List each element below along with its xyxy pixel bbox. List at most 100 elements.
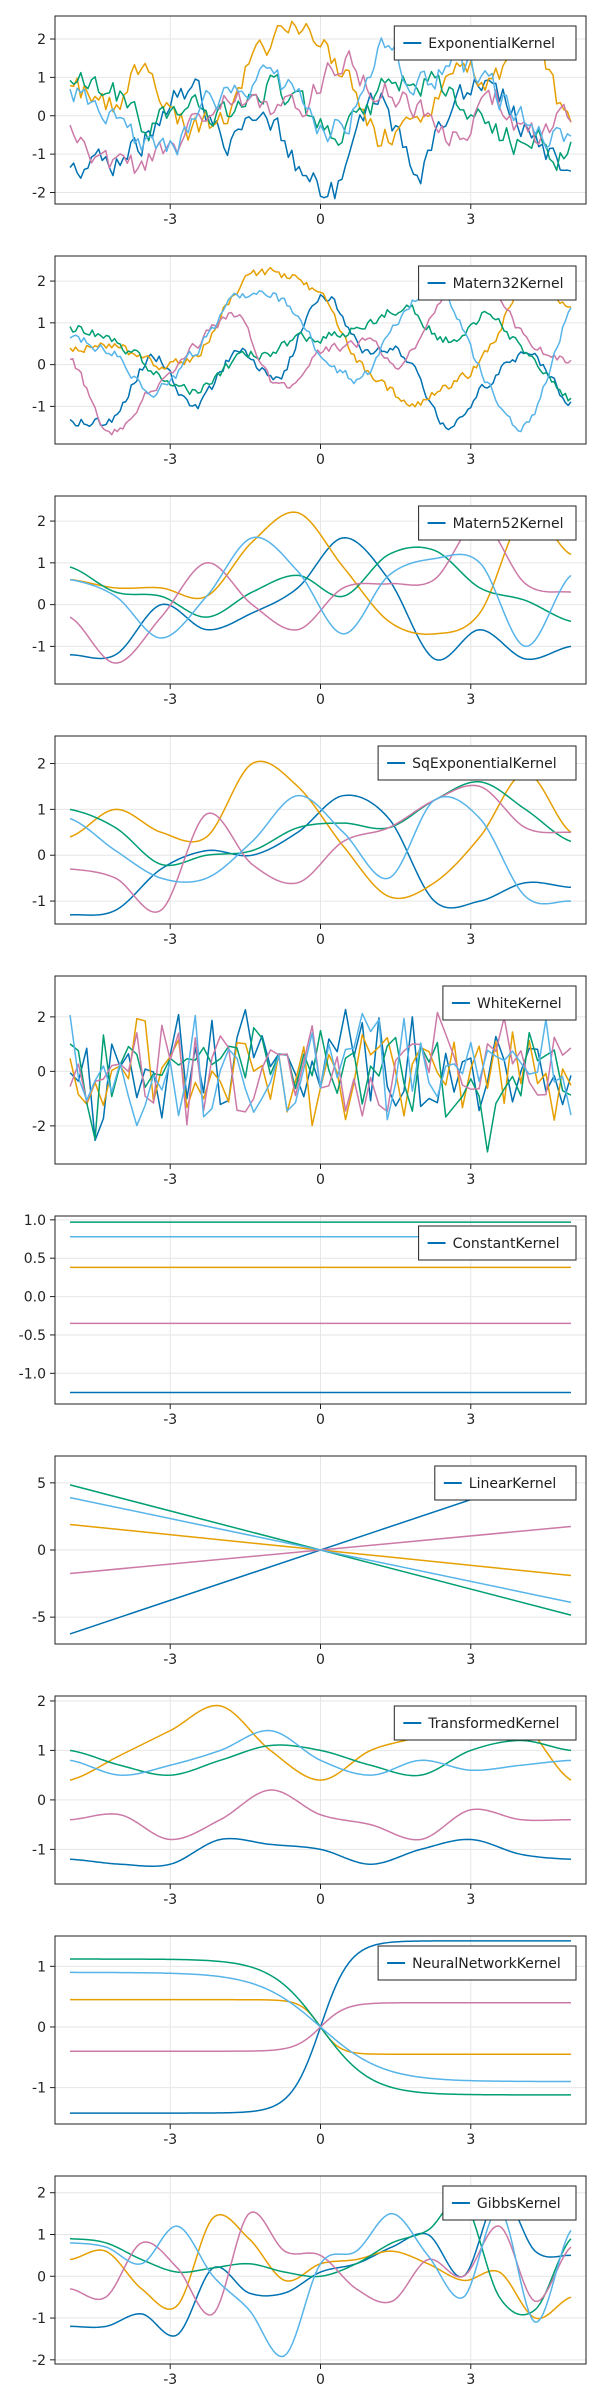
series-line: [69, 37, 572, 156]
y-tick-label: 1: [37, 2227, 46, 2243]
y-tick-label: 0: [37, 2020, 46, 2036]
y-tick-label: -1: [32, 2081, 46, 2097]
series-line: [69, 70, 572, 172]
x-tick-label: -3: [163, 1172, 177, 1188]
x-tick-label: 0: [316, 1172, 325, 1188]
y-tick-label: 2: [37, 1010, 46, 1026]
x-tick-label: 3: [466, 2372, 475, 2388]
x-tick-label: 0: [316, 2372, 325, 2388]
legend-label: NeuralNetworkKernel: [412, 1956, 561, 1972]
y-tick-label: 0: [37, 358, 46, 374]
x-tick-label: 3: [466, 1652, 475, 1668]
chart-panel: -3 0 3 -1.0 -0.5 0.0 0.5 1.0 ConstantKernel: [19, 1213, 587, 1428]
series-line: [70, 1971, 571, 2083]
x-tick-label: -3: [163, 2132, 177, 2148]
y-tick-label: 1.0: [24, 1213, 46, 1229]
series-line: [69, 1496, 572, 1604]
x-tick-label: 3: [466, 1412, 475, 1428]
y-tick-label: 2: [37, 757, 46, 773]
chart-panel: -3 0 3 -1 0 1 2 TransformedKernel: [32, 1694, 587, 1908]
x-tick-label: -3: [163, 1652, 177, 1668]
x-tick-label: 3: [466, 932, 475, 948]
x-tick-label: 3: [466, 692, 475, 708]
legend-label: Matern52Kernel: [453, 516, 564, 532]
y-tick-label: -0.5: [19, 1328, 46, 1344]
y-tick-label: -2: [32, 2353, 46, 2369]
y-tick-label: 2: [37, 274, 46, 290]
y-tick-label: -1: [32, 639, 46, 655]
y-tick-label: 5: [37, 1476, 46, 1492]
y-tick-label: 2: [37, 514, 46, 530]
y-tick-label: -2: [32, 1119, 46, 1135]
series-line: [69, 1026, 572, 1153]
series-line: [70, 537, 572, 661]
y-tick-label: 0: [37, 598, 46, 614]
series-line: [69, 1729, 572, 1776]
legend-label: ExponentialKernel: [428, 36, 555, 52]
series-line: [69, 1012, 572, 1127]
x-tick-label: 0: [316, 1892, 325, 1908]
y-tick-label: -1: [32, 399, 46, 415]
series-line: [69, 784, 571, 913]
y-tick-label: 1: [37, 316, 46, 332]
chart-panel: -3 0 3 -2 0 2 WhiteKernel: [32, 975, 587, 1188]
x-tick-label: -3: [163, 212, 177, 228]
legend: ConstantKernel: [418, 1225, 577, 1261]
x-tick-label: -3: [163, 2372, 177, 2388]
x-tick-label: 0: [316, 932, 325, 948]
x-tick-label: 0: [316, 212, 325, 228]
legend-label: LinearKernel: [469, 1476, 557, 1492]
y-tick-label: 0.5: [24, 1251, 46, 1267]
legend: WhiteKernel: [442, 985, 577, 1021]
legend-label: WhiteKernel: [477, 996, 562, 1012]
chart-panel: -3 0 3 -2 -1 0 1 2 ExponentialKernel: [32, 15, 587, 228]
y-tick-label: 1: [37, 70, 46, 86]
series-line: [69, 1837, 572, 1867]
series-line: [69, 20, 572, 148]
chart-panel: -3 0 3 -2 -1 0 1 2 GibbsKernel: [32, 2175, 587, 2388]
legend: ExponentialKernel: [393, 25, 577, 61]
series-line: [69, 2211, 572, 2316]
series-line: [69, 546, 572, 623]
y-tick-label: -1: [32, 147, 46, 163]
y-tick-label: 2: [37, 2186, 46, 2202]
chart-panel: -3 0 3 -1 0 1 2 SqExponentialKernel: [32, 735, 587, 948]
x-tick-label: -3: [163, 1892, 177, 1908]
legend: SqExponentialKernel: [377, 745, 577, 781]
x-tick-label: 3: [466, 1172, 475, 1188]
chart-panel: -3 0 3 -5 0 5 LinearKernel: [32, 1455, 587, 1668]
y-tick-label: -1: [32, 1842, 46, 1858]
x-tick-label: 3: [466, 212, 475, 228]
series-line: [69, 50, 572, 175]
legend: Matern32Kernel: [418, 265, 577, 301]
chart-panel: -3 0 3 -1 0 1 2 Matern32Kernel: [32, 255, 587, 468]
legend: TransformedKernel: [393, 1705, 577, 1741]
series-line: [69, 510, 572, 635]
series-line: [69, 536, 572, 648]
y-tick-label: 1: [37, 802, 46, 818]
y-tick-label: -1: [32, 2311, 46, 2327]
x-tick-label: 0: [316, 452, 325, 468]
series-line: [69, 293, 572, 431]
y-tick-label: 2: [37, 1694, 46, 1710]
chart-panel: -3 0 3 -1 0 1 2 Matern52Kernel: [32, 495, 587, 708]
y-tick-label: 0.0: [24, 1290, 46, 1306]
y-tick-label: 1: [37, 1743, 46, 1759]
series-line: [69, 2198, 572, 2316]
y-tick-label: -2: [32, 185, 46, 201]
series-line: [69, 1739, 572, 1777]
legend: GibbsKernel: [442, 2185, 577, 2221]
legend: LinearKernel: [434, 1465, 577, 1501]
series-line: [69, 290, 572, 433]
x-tick-label: 3: [466, 452, 475, 468]
x-tick-label: 0: [316, 1652, 325, 1668]
series-line: [69, 2208, 572, 2358]
x-tick-label: 0: [316, 2132, 325, 2148]
y-tick-label: 0: [37, 848, 46, 864]
y-tick-label: 0: [37, 1064, 46, 1080]
y-tick-label: -5: [32, 1610, 46, 1626]
y-tick-label: 2: [37, 32, 46, 48]
series-line: [69, 780, 572, 867]
